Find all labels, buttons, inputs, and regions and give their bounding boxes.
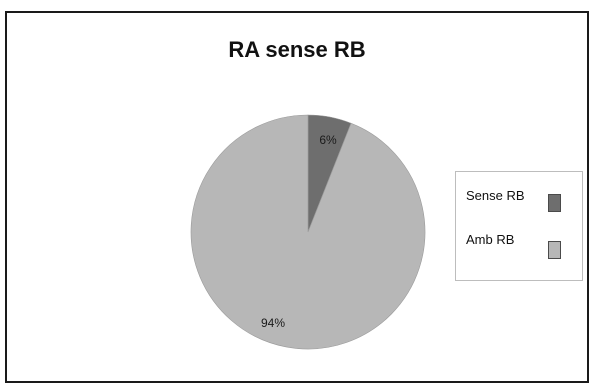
legend-swatch-sense-rb [548,194,561,212]
legend-item-sense-rb: Sense RB [466,187,561,212]
data-label-amb-rb: 94% [261,316,285,330]
legend-item-amb-rb: Amb RB [466,231,561,259]
chart-frame: RA sense RB 6% 94% Sense RB Amb RB [5,11,589,383]
data-label-sense-rb: 6% [319,133,337,147]
legend: Sense RB Amb RB [455,171,583,281]
pie-slice-amb-rb [190,114,426,350]
legend-label: Amb RB [466,232,515,247]
pie-chart: 6% 94% [190,114,426,350]
legend-label: Sense RB [466,188,525,203]
legend-swatch-amb-rb [548,241,561,259]
chart-title: RA sense RB [228,37,366,62]
